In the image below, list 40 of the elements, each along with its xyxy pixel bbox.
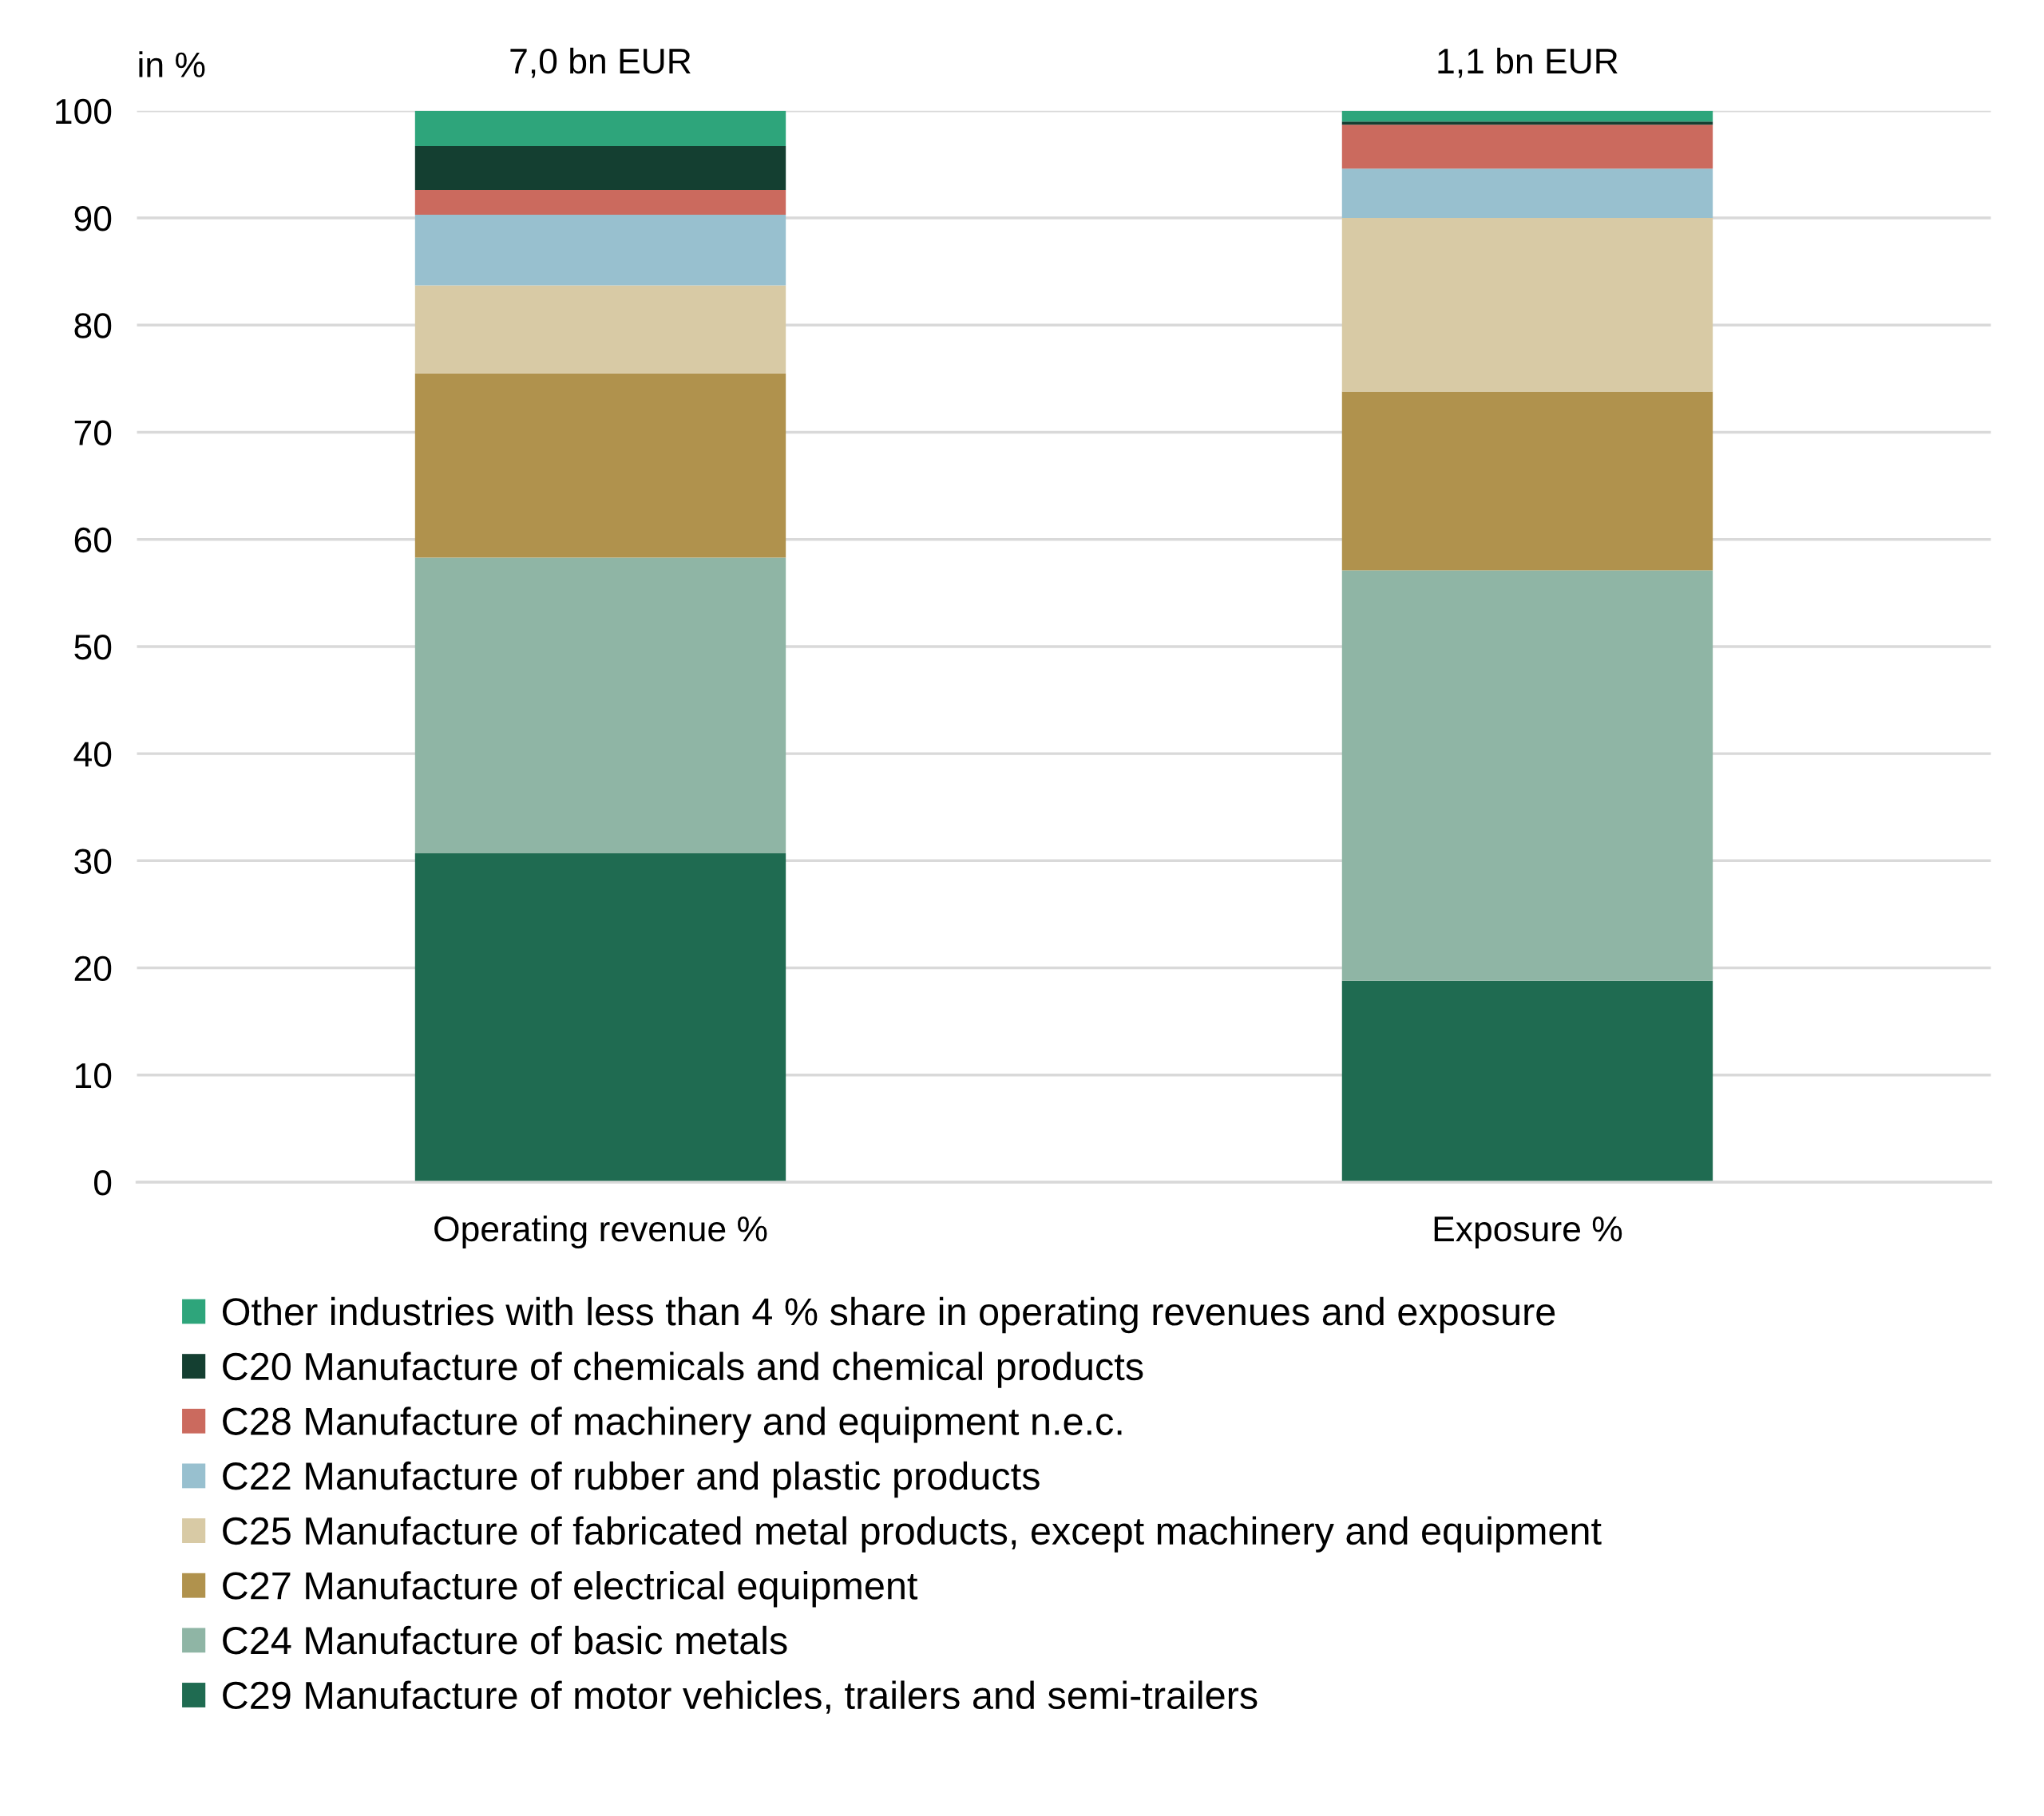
- legend-label: C24 Manufacture of basic metals: [223, 1625, 787, 1655]
- bar: [414, 853, 786, 1183]
- x-tick-label: Operating revenue %: [434, 1215, 767, 1249]
- annotation: 7,0 bn EUR: [510, 47, 691, 78]
- legend-label: C20 Manufacture of chemicals and chemical products: [223, 1351, 1143, 1388]
- y-tick-label: 60: [74, 527, 112, 553]
- legend-label: C27 Manufacture of electrical equipment: [223, 1571, 918, 1608]
- annotation: 1,1 bn EUR: [1438, 47, 1618, 78]
- y-tick-label: 100: [56, 98, 112, 125]
- bar: [1341, 125, 1713, 169]
- bar: [414, 557, 786, 853]
- y-tick-label: 50: [74, 634, 112, 660]
- x-tick-label: Exposure %: [1434, 1217, 1622, 1249]
- bar: [1341, 168, 1713, 218]
- legend-label: C28 Manufacture of machinery and equipment n.e.c.: [223, 1407, 1122, 1443]
- bar: [414, 214, 786, 286]
- bar: [1341, 110, 1713, 122]
- bar: [1341, 980, 1713, 1183]
- bar: [1341, 570, 1713, 981]
- bar: [414, 285, 786, 374]
- y-tick-label: 40: [73, 742, 112, 767]
- y-axis-title: in %: [139, 51, 205, 77]
- y-tick-label: 30: [74, 849, 112, 874]
- bar: [1341, 218, 1713, 392]
- y-tick-label: 80: [74, 313, 112, 338]
- y-tick-label: 0: [93, 1170, 112, 1196]
- legend-label: Other industries with less than 4 % share in operating revenues and exposure: [222, 1296, 1555, 1334]
- bar: [414, 373, 786, 558]
- bar: [1341, 121, 1713, 125]
- legend-label: C29 Manufacture of motor vehicles, trailers and semi-trailers: [223, 1680, 1258, 1714]
- y-tick-label: 20: [74, 955, 112, 982]
- y-tick-label: 70: [74, 420, 112, 445]
- bar: [414, 190, 786, 215]
- y-tick-label: 90: [74, 206, 112, 231]
- bar: [414, 146, 786, 191]
- bar: [414, 110, 786, 147]
- bar: [1341, 391, 1713, 571]
- legend-label: C25 Manufacture of fabricated metal products, except machinery and equipment: [223, 1516, 1602, 1553]
- y-tick-label: 10: [75, 1062, 112, 1089]
- legend-label: C22 Manufacture of rubber and plastic products: [223, 1461, 1040, 1498]
